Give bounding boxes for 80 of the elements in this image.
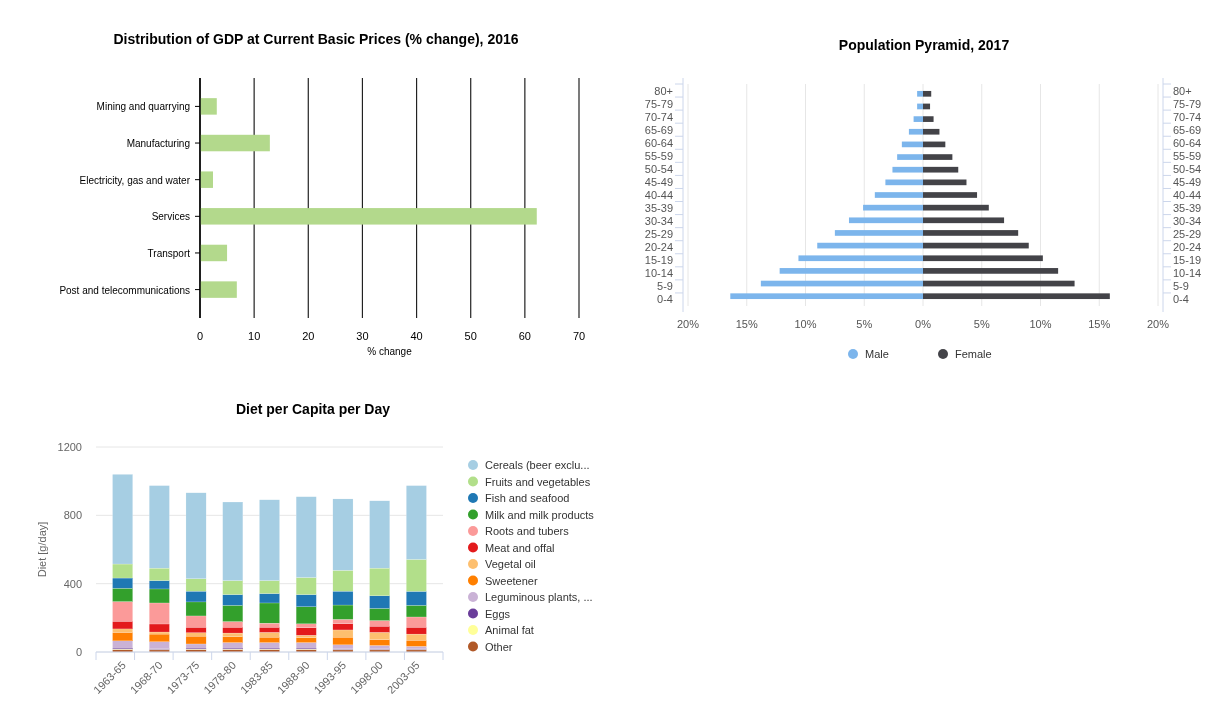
category-label: 0-4 bbox=[1173, 293, 1189, 306]
category-label: 5-9 bbox=[1173, 280, 1189, 293]
legend-label: Sweetener bbox=[485, 574, 538, 587]
chart-title: Distribution of GDP at Current Basic Prices (% change), 2016 bbox=[113, 31, 519, 47]
category-label: 50-54 bbox=[1173, 162, 1202, 175]
x-tick-label: 10% bbox=[794, 318, 817, 330]
x-tick-label: 0 bbox=[196, 330, 204, 342]
x-tick-label: 15% bbox=[735, 318, 758, 330]
x-tick-label: 40 bbox=[410, 330, 423, 342]
category-label: 70-74 bbox=[1173, 110, 1202, 123]
category-label: 30-34 bbox=[1173, 215, 1202, 228]
y-tick-label: 0 bbox=[75, 646, 82, 658]
y-tick-label: 45-49 bbox=[644, 175, 673, 188]
chart-title: Population Pyramid, 2017 bbox=[838, 37, 1010, 53]
y-tick-label: 15-19 bbox=[644, 254, 673, 267]
chart-title: Diet per Capita per Day bbox=[235, 401, 391, 417]
y-tick-label: Mining and quarrying bbox=[96, 101, 190, 113]
x-tick-label: 0% bbox=[915, 318, 932, 330]
y-tick-label: 800 bbox=[63, 509, 82, 522]
legend-label: Roots and tubers bbox=[485, 525, 570, 537]
legend-label: Fish and seafood bbox=[485, 492, 570, 504]
x-tick-label: 70 bbox=[572, 330, 586, 342]
category-label: 80+ bbox=[1173, 84, 1192, 97]
x-tick-label: 30 bbox=[356, 330, 369, 342]
category-label: 60-64 bbox=[1173, 136, 1202, 149]
y-tick-label: 1200 bbox=[57, 441, 82, 453]
category-label: 40-44 bbox=[1173, 189, 1202, 201]
legend-label: Meat and offal bbox=[485, 541, 555, 554]
legend-label: Male bbox=[865, 348, 889, 360]
legend-label: Cereals (beer exclu... bbox=[485, 459, 590, 471]
y-tick-label: Transport bbox=[147, 247, 191, 259]
y-tick-label: Services bbox=[151, 211, 190, 223]
y-tick-label: 65-69 bbox=[644, 123, 673, 136]
x-tick-label: 5% bbox=[973, 318, 990, 330]
category-label: 10-14 bbox=[1173, 267, 1202, 280]
x-tick-label: 15% bbox=[1088, 318, 1111, 330]
legend-label: Female bbox=[955, 348, 992, 360]
legend-label: Animal fat bbox=[485, 624, 534, 636]
y-tick-label: 20-24 bbox=[644, 241, 673, 254]
legend-label: Fruits and vegetables bbox=[485, 475, 591, 488]
x-tick-label: 20% bbox=[676, 318, 700, 330]
y-axis-title: Diet [g/day] bbox=[36, 521, 48, 578]
y-tick-label: 5-9 bbox=[657, 280, 673, 293]
y-tick-label: Electricity, gas and water bbox=[79, 174, 191, 186]
y-tick-label: 0-4 bbox=[657, 293, 673, 306]
category-label: 75-79 bbox=[1173, 97, 1202, 110]
x-tick-label: 60 bbox=[518, 330, 531, 342]
category-label: 55-59 bbox=[1173, 149, 1202, 162]
category-label: 20-24 bbox=[1173, 241, 1202, 254]
legend-label: Eggs bbox=[485, 607, 511, 620]
y-tick-label: 400 bbox=[63, 577, 82, 590]
y-tick-label: 30-34 bbox=[644, 215, 673, 228]
y-tick-label: 70-74 bbox=[644, 110, 673, 123]
category-label: 25-29 bbox=[1173, 228, 1202, 241]
legend-label: Milk and milk products bbox=[485, 508, 595, 521]
category-label: 65-69 bbox=[1173, 123, 1202, 136]
x-tick-label: 5% bbox=[856, 318, 873, 330]
category-label: 45-49 bbox=[1173, 175, 1202, 188]
legend-label: Leguminous plants, ... bbox=[485, 591, 593, 603]
y-tick-label: 40-44 bbox=[644, 189, 673, 201]
y-tick-label: Post and telecommunications bbox=[59, 284, 190, 296]
x-tick-label: 20 bbox=[302, 330, 315, 342]
x-tick-label: 10% bbox=[1029, 318, 1052, 330]
legend-label: Other bbox=[485, 640, 513, 653]
y-tick-label: 10-14 bbox=[644, 267, 673, 280]
category-label: 35-39 bbox=[1173, 202, 1202, 215]
category-label: 15-19 bbox=[1173, 254, 1202, 267]
y-tick-label: 25-29 bbox=[644, 228, 673, 241]
y-tick-label: Manufacturing bbox=[126, 138, 190, 150]
y-tick-label: 55-59 bbox=[644, 149, 673, 162]
x-tick-label: 20% bbox=[1146, 318, 1170, 330]
y-tick-label: 80+ bbox=[654, 84, 673, 97]
y-tick-label: 50-54 bbox=[644, 162, 673, 175]
y-tick-label: 35-39 bbox=[644, 202, 673, 215]
y-tick-label: 75-79 bbox=[644, 97, 673, 110]
y-tick-label: 60-64 bbox=[644, 136, 673, 149]
x-tick-label: 50 bbox=[464, 330, 477, 342]
x-tick-label: 10 bbox=[248, 330, 261, 342]
legend-label: Vegetal oil bbox=[485, 558, 536, 570]
x-axis-title: % change bbox=[367, 346, 413, 357]
